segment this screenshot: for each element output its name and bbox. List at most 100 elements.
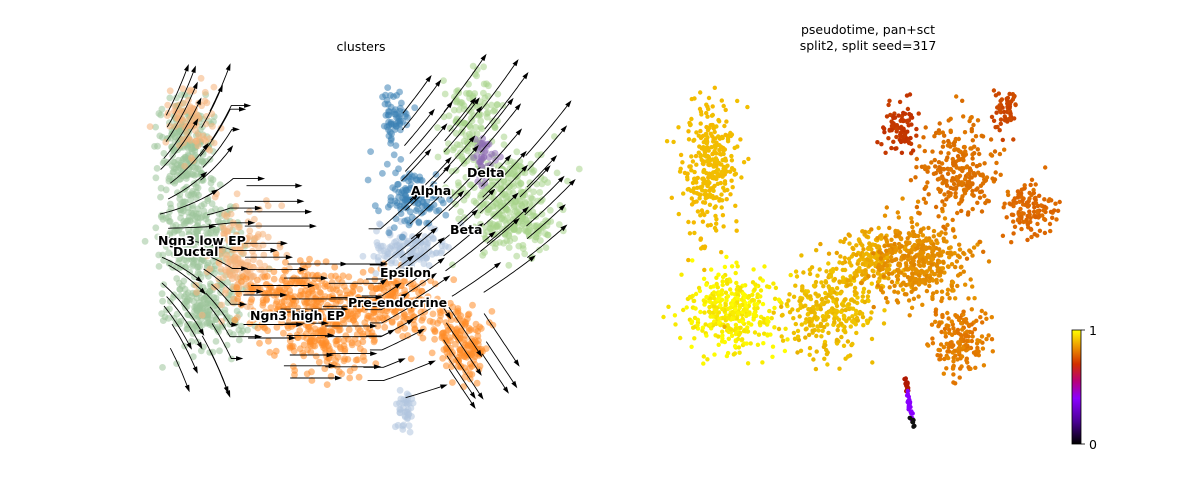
streamline xyxy=(525,103,570,156)
pseudotime-point xyxy=(693,291,699,297)
cluster-point xyxy=(470,197,478,205)
pseudotime-point xyxy=(1008,202,1013,207)
pseudotime-point xyxy=(697,185,703,190)
streamline xyxy=(486,208,527,244)
pseudotime-point xyxy=(1011,198,1016,203)
cluster-point xyxy=(162,186,170,194)
pseudotime-point xyxy=(813,366,819,372)
pseudotime-point xyxy=(838,239,843,244)
pseudotime-point xyxy=(795,328,801,334)
pseudotime-point xyxy=(889,279,895,285)
cluster-point xyxy=(397,244,405,252)
streamline xyxy=(443,108,481,153)
cluster-point xyxy=(206,321,214,329)
pseudotime-point xyxy=(854,330,859,336)
pseudotime-point xyxy=(689,344,694,349)
pseudotime-point xyxy=(1053,201,1058,206)
streamline xyxy=(482,131,520,174)
streamline-arrowhead xyxy=(320,275,328,281)
pseudotime-point xyxy=(772,296,778,301)
cluster-point xyxy=(394,294,402,302)
pseudotime-point xyxy=(804,293,809,298)
cluster-point xyxy=(477,191,485,199)
pseudotime-point xyxy=(720,307,725,312)
pseudotime-point xyxy=(721,224,726,229)
cluster-point xyxy=(456,345,463,353)
pseudotime-point xyxy=(752,287,757,292)
pseudotime-point xyxy=(904,136,910,141)
pseudotime-point xyxy=(877,278,882,284)
pseudotime-point xyxy=(1009,212,1015,217)
cluster-point xyxy=(381,323,389,331)
pseudotime-point xyxy=(944,183,950,188)
pseudotime-point xyxy=(879,286,884,291)
cluster-point xyxy=(163,112,171,119)
streamline-arrowhead xyxy=(512,59,519,67)
cluster-point xyxy=(172,221,180,229)
pseudotime-point xyxy=(713,156,719,161)
pseudotime-point xyxy=(906,266,911,272)
pseudotime-point xyxy=(856,237,862,242)
cluster-point xyxy=(286,291,294,299)
cluster-point xyxy=(303,299,311,307)
pseudotime-point xyxy=(730,185,735,190)
cluster-point xyxy=(399,400,407,407)
pseudotime-point xyxy=(940,130,945,135)
pseudotime-point xyxy=(900,287,906,292)
pseudotime-point xyxy=(917,273,922,278)
pseudotime-point xyxy=(939,278,944,283)
pseudotime-point xyxy=(722,324,727,329)
streamline xyxy=(524,178,563,216)
pseudotime-point xyxy=(898,249,903,254)
pseudotime-point xyxy=(714,176,719,182)
pseudotime-point xyxy=(726,325,732,331)
cluster-point xyxy=(256,259,263,267)
pseudotime-point xyxy=(922,164,927,169)
cluster-point xyxy=(166,305,173,313)
streamline xyxy=(201,88,222,128)
pseudotime-point xyxy=(765,333,770,338)
streamline xyxy=(405,167,449,211)
pseudotime-point xyxy=(962,177,968,182)
pseudotime-point xyxy=(859,280,864,286)
cluster-point xyxy=(384,84,392,91)
pseudotime-point xyxy=(721,151,726,157)
cluster-point xyxy=(359,330,367,338)
pseudotime-point xyxy=(846,316,852,321)
pseudotime-point xyxy=(1057,199,1062,205)
pseudotime-point xyxy=(830,286,835,292)
pseudotime-point xyxy=(933,164,938,169)
streamline-arrowhead xyxy=(307,283,315,288)
pseudotime-point xyxy=(751,317,756,322)
streamline xyxy=(443,225,481,257)
cluster-point xyxy=(430,201,438,209)
pseudotime-point xyxy=(916,111,921,116)
cluster-point xyxy=(231,316,239,324)
pseudotime-point xyxy=(819,280,824,285)
streamline-arrowhead xyxy=(223,386,229,394)
streamline xyxy=(445,322,480,373)
pseudotime-point xyxy=(940,199,945,204)
pseudotime-point xyxy=(1004,215,1009,220)
streamline xyxy=(211,105,248,141)
pseudotime-point xyxy=(932,253,937,259)
cluster-point xyxy=(478,140,486,147)
pseudotime-point xyxy=(845,278,851,283)
pseudotime-point xyxy=(903,267,908,272)
pseudotime-point xyxy=(884,114,890,119)
pseudotime-point xyxy=(699,208,705,213)
cluster-point xyxy=(356,285,364,293)
streamline-arrowhead xyxy=(239,106,247,112)
pseudotime-point xyxy=(689,319,695,324)
pseudotime-point xyxy=(697,196,702,201)
pseudotime-point xyxy=(933,130,939,136)
pseudotime-point xyxy=(891,115,896,121)
pseudotime-point xyxy=(701,168,706,173)
pseudotime-point xyxy=(703,179,708,185)
pseudotime-point xyxy=(972,173,978,178)
cluster-point xyxy=(188,255,196,263)
streamline-arrowhead xyxy=(299,267,307,272)
cluster-point xyxy=(219,323,227,331)
pseudotime-point xyxy=(726,336,731,341)
pseudotime-point xyxy=(811,357,816,362)
